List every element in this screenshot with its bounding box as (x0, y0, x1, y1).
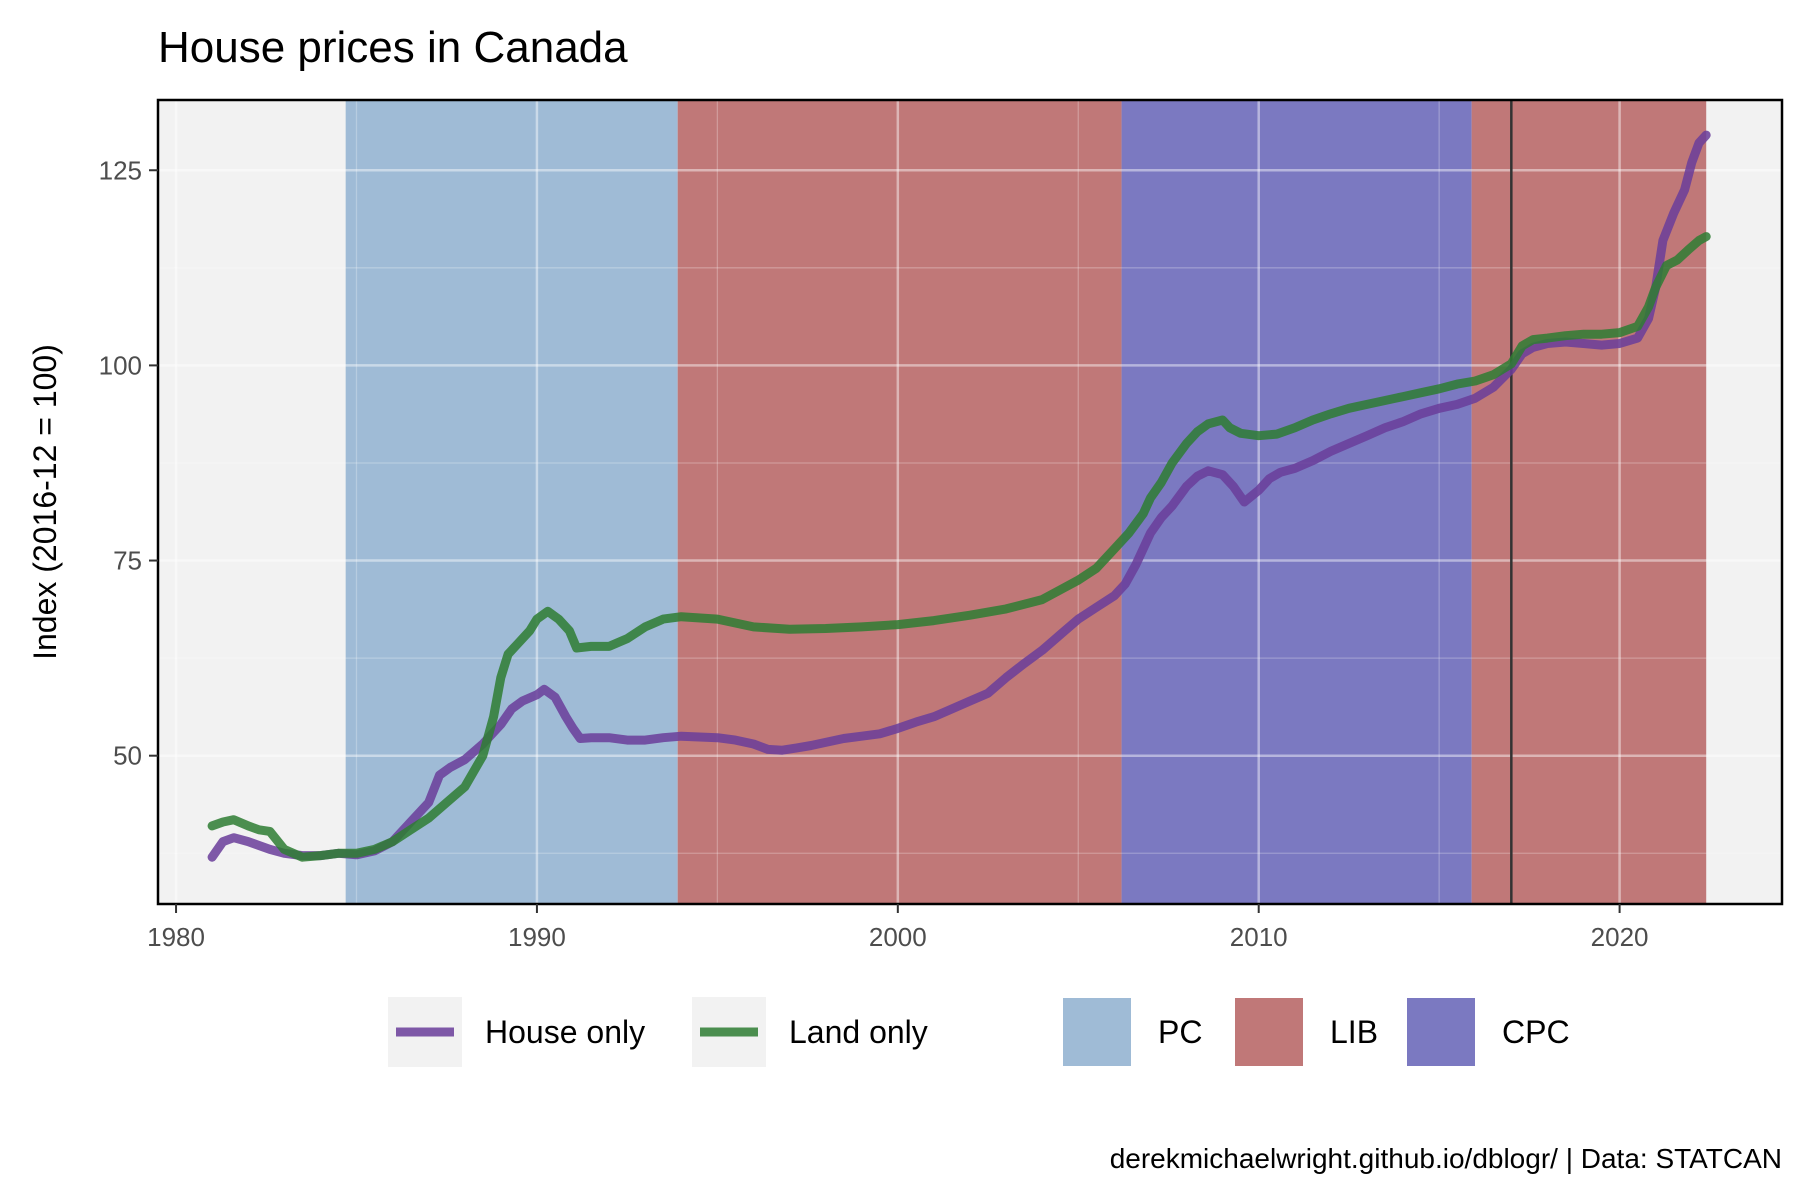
x-tick-label: 2010 (1230, 922, 1288, 952)
legend-key-lib (1233, 996, 1305, 1068)
x-tick-label: 1990 (508, 922, 566, 952)
legend-label: PC (1158, 1014, 1202, 1050)
x-tick-label: 2020 (1591, 922, 1649, 952)
chart-title: House prices in Canada (158, 23, 628, 72)
x-tick-label: 2000 (869, 922, 927, 952)
legend-key-cpc (1405, 996, 1477, 1068)
chart-caption: derekmichaelwright.github.io/dblogr/ | D… (1110, 1143, 1782, 1174)
y-axis-label: Index (2016-12 = 100) (27, 344, 63, 660)
panel-border (156, 98, 1784, 906)
legend-key-pc (1061, 996, 1133, 1068)
y-tick-label: 50 (113, 741, 142, 771)
x-axis: 1980 1990 2000 2010 2020 (147, 904, 1649, 952)
y-tick-label: 125 (99, 155, 142, 185)
series-line-house (207, 130, 1711, 862)
party-bands (345, 100, 1707, 904)
legend: House only Land only PC LIB CPC (388, 996, 1570, 1068)
y-tick-label: 100 (99, 350, 142, 380)
legend-label: CPC (1502, 1014, 1570, 1050)
legend-label: LIB (1330, 1014, 1378, 1050)
band-lib-1 (677, 100, 1122, 904)
band-pc-0 (345, 100, 678, 904)
series-line-land (207, 232, 1711, 862)
plot-panel (156, 98, 1784, 906)
x-tick-label: 1980 (147, 922, 205, 952)
y-tick-label: 75 (113, 546, 142, 576)
legend-label: Land only (789, 1014, 928, 1050)
y-axis: 50 75 100 125 (99, 155, 158, 771)
series-lines (207, 130, 1711, 862)
legend-label: House only (485, 1014, 645, 1050)
